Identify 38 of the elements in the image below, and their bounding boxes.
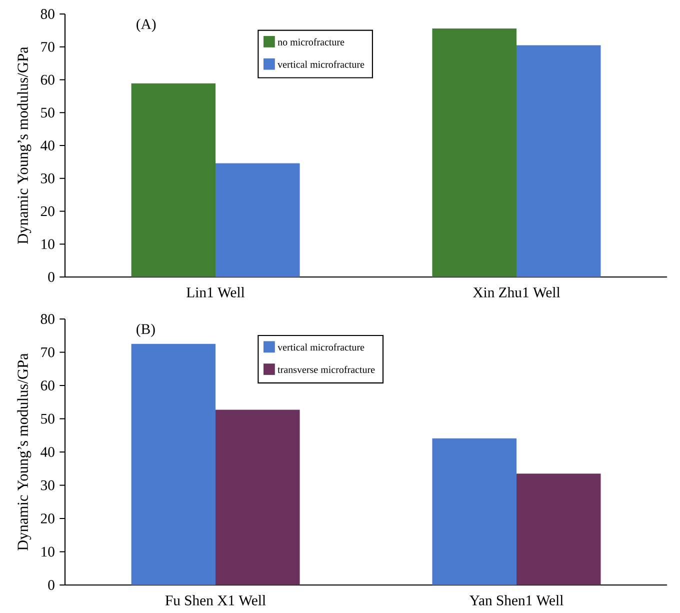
bar bbox=[516, 474, 601, 585]
bar bbox=[432, 28, 517, 277]
legend-label: vertical microfracture bbox=[278, 343, 364, 351]
x-tick-label: Fu Shen X1 Well bbox=[165, 595, 266, 606]
y-tick-label: 40 bbox=[40, 447, 54, 457]
y-tick-label: 10 bbox=[42, 546, 54, 557]
y-tick-label: 60 bbox=[40, 74, 54, 85]
bar bbox=[131, 83, 216, 277]
y-tick-label: 70 bbox=[41, 42, 54, 52]
y-tick-label: 50 bbox=[41, 108, 54, 118]
legend-label: no microfracture bbox=[278, 38, 344, 46]
y-tick-label: 20 bbox=[40, 206, 54, 216]
x-tick-label: Yan Shen1 Well bbox=[470, 595, 564, 606]
y-tick-label: 50 bbox=[41, 414, 54, 424]
y-tick-label: 0 bbox=[48, 272, 54, 282]
bar bbox=[216, 410, 300, 585]
y-axis-title: Dynamic Young’s modulus/GPa bbox=[17, 353, 32, 550]
bar bbox=[216, 163, 300, 277]
bar bbox=[516, 45, 601, 277]
x-tick-label: Xin Zhu1 Well bbox=[473, 287, 560, 298]
y-axis-title: Dynamic Young’s modulus/GPa bbox=[17, 46, 32, 244]
y-tick-label: 70 bbox=[41, 347, 54, 358]
y-tick-label: 80 bbox=[40, 314, 54, 324]
annotation: (B) bbox=[136, 324, 155, 337]
y-tick-label: 20 bbox=[40, 514, 54, 524]
legend-label: transverse microfracture bbox=[278, 366, 375, 374]
y-tick-label: 80 bbox=[40, 9, 54, 19]
x-tick-label: Lin1 Well bbox=[186, 287, 245, 298]
y-tick-label: 0 bbox=[48, 580, 54, 590]
legend-label: vertical microfracture bbox=[278, 60, 364, 68]
bar bbox=[131, 344, 216, 585]
y-tick-label: 30 bbox=[41, 480, 54, 490]
y-tick-label: 60 bbox=[40, 380, 54, 390]
y-tick-label: 30 bbox=[41, 173, 54, 184]
y-tick-label: 40 bbox=[40, 140, 54, 150]
y-tick-label: 10 bbox=[42, 239, 54, 250]
bar bbox=[432, 438, 517, 585]
annotation: (A) bbox=[136, 18, 156, 32]
